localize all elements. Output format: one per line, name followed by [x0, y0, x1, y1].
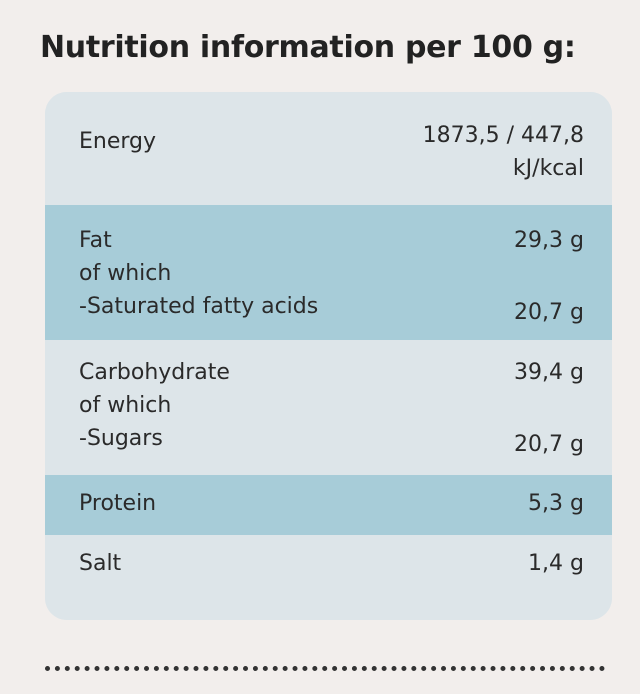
row-labels: Fat of which -Saturated fatty acids: [79, 224, 318, 340]
dotted-separator: [45, 666, 605, 671]
row-values: 1,4 g: [528, 547, 584, 620]
row-value: kJ/kcal: [512, 156, 584, 181]
row-values: 5,3 g: [528, 487, 584, 535]
row-labels: Salt: [79, 547, 121, 620]
row-value: 1873,5 / 447,8: [422, 123, 584, 148]
row-label: Protein: [79, 491, 157, 516]
row-value: 20,7 g: [514, 300, 584, 325]
row-value: 29,3 g: [514, 228, 584, 253]
row-label: Energy: [79, 129, 157, 154]
row-values: 39,4 g 20,7 g: [514, 356, 584, 461]
row-value: 20,7 g: [514, 432, 584, 457]
row-labels: Energy: [79, 125, 156, 205]
row-label: Fat: [79, 228, 112, 253]
row-label: of which: [79, 261, 172, 286]
table-row: Protein 5,3 g: [45, 475, 612, 535]
row-label: -Saturated fatty acids: [79, 294, 319, 319]
table-row: Carbohydrate of which -Sugars 39,4 g 20,7 g: [45, 340, 612, 475]
row-value: 1,4 g: [528, 551, 584, 576]
row-labels: Carbohydrate of which -Sugars: [79, 356, 230, 475]
row-value: 39,4 g: [514, 360, 584, 385]
row-label: Salt: [79, 551, 122, 576]
row-labels: Protein: [79, 487, 156, 535]
row-values: 1873,5 / 447,8 kJ/kcal: [423, 119, 584, 205]
row-label: Carbohydrate: [79, 360, 230, 385]
table-row: Salt 1,4 g: [45, 535, 612, 620]
table-row: Energy 1873,5 / 447,8 kJ/kcal: [45, 92, 612, 205]
title: Nutrition information per 100 g:: [40, 30, 576, 65]
row-label: -Sugars: [79, 426, 163, 451]
row-label: of which: [79, 393, 172, 418]
row-value: 5,3 g: [528, 491, 584, 516]
row-values: 29,3 g 20,7 g: [514, 224, 584, 329]
nutrition-table: Energy 1873,5 / 447,8 kJ/kcal Fat of which -S…: [45, 92, 612, 620]
